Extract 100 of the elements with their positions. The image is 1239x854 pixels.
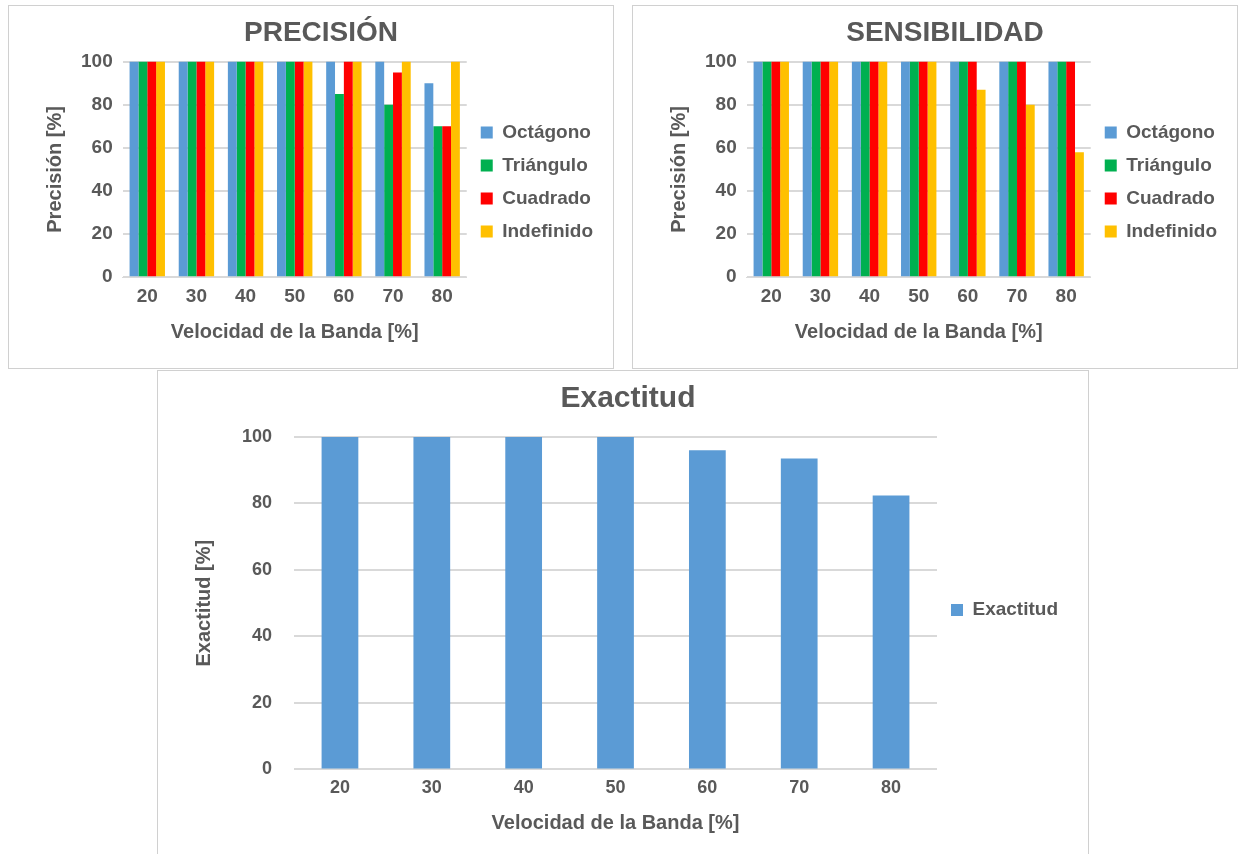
x-tick-label: 20 xyxy=(760,284,782,306)
legend-label: Cuadrado xyxy=(1126,186,1215,208)
x-axis-title: Velocidad de la Banda [%] xyxy=(170,319,419,342)
x-tick-label: 50 xyxy=(908,284,930,306)
bar xyxy=(505,437,543,769)
y-tick-label: 60 xyxy=(715,136,737,158)
legend-label: Indefinido xyxy=(1126,219,1218,241)
legend-label: Cuadrado xyxy=(502,186,591,208)
bar xyxy=(811,61,821,277)
x-tick-label: 80 xyxy=(1055,284,1077,306)
bar xyxy=(820,61,830,277)
x-tick-label: 80 xyxy=(431,284,453,306)
x-tick-label: 20 xyxy=(329,777,350,798)
bar xyxy=(335,93,344,277)
x-tick-label: 40 xyxy=(859,284,881,306)
x-tick-label: 60 xyxy=(957,284,979,306)
bar xyxy=(1066,61,1076,277)
y-tick-label: 20 xyxy=(91,222,113,244)
bar xyxy=(129,61,139,277)
bar xyxy=(771,61,781,277)
x-tick-label: 30 xyxy=(421,777,442,798)
bar xyxy=(780,61,789,277)
bar xyxy=(294,61,304,277)
y-tick-label: 0 xyxy=(102,265,113,287)
bar xyxy=(780,458,818,769)
chart-title: Exactitud xyxy=(560,380,696,414)
x-axis-title: Velocidad de la Banda [%] xyxy=(491,810,740,833)
bar xyxy=(872,495,910,769)
y-tick-label: 100 xyxy=(81,49,113,71)
bar xyxy=(277,61,286,277)
chart-title: PRECISIÓN xyxy=(243,15,399,47)
bar xyxy=(227,61,237,277)
bar xyxy=(967,61,977,277)
bar xyxy=(927,61,937,277)
x-tick-label: 60 xyxy=(697,777,718,798)
y-tick-label: 20 xyxy=(715,222,737,244)
bar xyxy=(321,437,359,769)
legend-label: Octágono xyxy=(502,120,591,142)
bar xyxy=(950,61,960,277)
bar xyxy=(451,61,460,277)
bar xyxy=(352,61,362,277)
y-tick-label: 40 xyxy=(91,179,113,201)
x-axis-title: Velocidad de la Banda [%] xyxy=(794,319,1043,342)
bar xyxy=(1008,61,1018,277)
x-tick-label: 50 xyxy=(605,777,626,798)
x-tick-label: 20 xyxy=(136,284,158,306)
bar xyxy=(753,61,763,277)
y-axis-title: Precisión [%] xyxy=(666,106,689,233)
x-tick-label: 80 xyxy=(881,777,902,798)
y-tick-label: 100 xyxy=(705,49,737,71)
bar xyxy=(1048,61,1058,277)
bar xyxy=(688,450,726,769)
y-tick-label: 80 xyxy=(91,92,113,114)
bar xyxy=(597,437,634,769)
bar xyxy=(138,61,148,277)
bar xyxy=(918,61,928,277)
bar xyxy=(802,61,812,277)
bar xyxy=(245,61,255,277)
bar xyxy=(976,89,986,277)
bar xyxy=(1025,104,1035,277)
legend-label: Octágono xyxy=(1126,120,1215,142)
bar xyxy=(196,61,206,277)
bar xyxy=(860,61,870,277)
y-tick-label: 80 xyxy=(715,92,737,114)
legend-label: Indefinido xyxy=(502,219,594,241)
bar xyxy=(343,61,353,277)
x-tick-label: 40 xyxy=(513,777,534,798)
bar xyxy=(303,61,313,277)
bar xyxy=(1057,61,1067,277)
bar xyxy=(178,61,188,277)
y-tick-label: 0 xyxy=(726,265,737,287)
y-tick-label: 20 xyxy=(252,691,273,712)
legend-label: Triángulo xyxy=(1126,153,1212,175)
x-tick-label: 70 xyxy=(382,284,404,306)
legend-label: Triángulo xyxy=(502,153,588,175)
bar xyxy=(1017,61,1026,277)
x-tick-label: 70 xyxy=(1006,284,1028,306)
bar xyxy=(424,83,434,277)
y-tick-label: 60 xyxy=(91,136,113,158)
bar xyxy=(999,61,1009,277)
y-tick-label: 60 xyxy=(252,558,273,579)
chart-title: SENSIBILIDAD xyxy=(846,15,1044,47)
bar xyxy=(433,126,443,277)
bar xyxy=(236,61,246,277)
y-tick-label: 80 xyxy=(252,492,273,513)
bar xyxy=(384,104,394,277)
bar xyxy=(156,61,165,277)
bar xyxy=(851,61,861,277)
bar xyxy=(326,61,336,277)
bar xyxy=(285,61,295,277)
x-tick-label: 40 xyxy=(235,284,257,306)
y-axis-title: Precisión [%] xyxy=(42,106,65,233)
bar xyxy=(147,61,157,277)
y-tick-label: 100 xyxy=(241,425,273,446)
x-tick-label: 60 xyxy=(333,284,355,306)
bar xyxy=(959,61,968,277)
bar xyxy=(829,61,839,277)
x-tick-label: 70 xyxy=(789,777,810,798)
y-axis-title: Exactitud [%] xyxy=(191,539,214,667)
bar xyxy=(205,61,215,277)
